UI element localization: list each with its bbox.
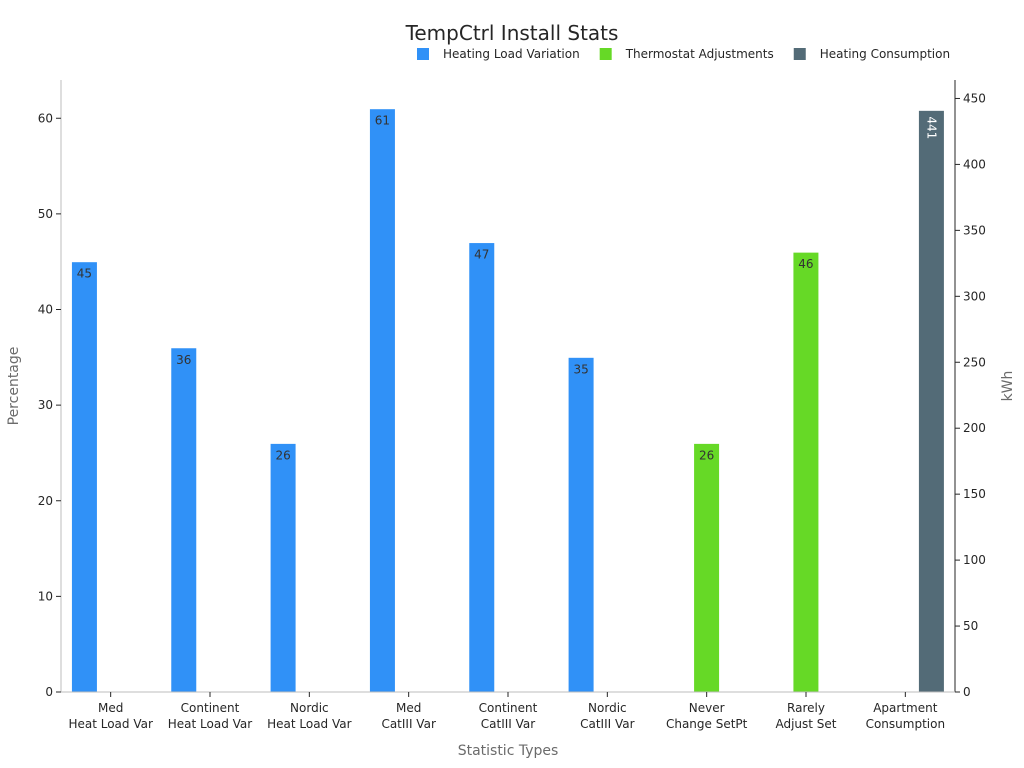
legend-swatch-heating-load-variation: [417, 48, 429, 60]
chart-title: TempCtrl Install Stats: [405, 21, 619, 45]
y-tick-label: 20: [38, 494, 53, 508]
bar-heating-load-variation: [269, 442, 297, 693]
bar-value-label: 441: [924, 116, 938, 139]
y2-tick-label: 300: [963, 289, 986, 303]
bar-value-label: 46: [798, 257, 813, 271]
legend-label-heating-load-variation: Heating Load Variation: [443, 47, 580, 61]
bar-heating-load-variation: [70, 261, 98, 693]
y2-tick-label: 400: [963, 157, 986, 171]
y-tick-label: 60: [38, 111, 53, 125]
legend-label-thermostat-adjustments: Thermostat Adjustments: [625, 47, 774, 61]
x-tick-label: Never Change SetPt: [666, 701, 748, 731]
y2-axis-ticks: 0 50 100 150 200 250 300 350 400 450: [955, 91, 986, 699]
bar-heating-load-variation: [368, 108, 396, 693]
bar-heating-load-variation: [170, 347, 198, 693]
bar-heating-load-variation: [567, 356, 595, 693]
y-tick-label: 30: [38, 398, 53, 412]
legend-label-heating-consumption: Heating Consumption: [820, 47, 950, 61]
bar-labels: 45 36 26 61 47 35 26 46 441: [77, 114, 939, 463]
x-tick-label: Nordic CatIII Var: [580, 701, 635, 731]
y-tick-label: 10: [38, 589, 53, 603]
x-axis-title: Statistic Types: [458, 743, 559, 759]
legend-swatch-thermostat-adjustments: [599, 48, 612, 60]
x-tick-label: Apartment Consumption: [866, 701, 945, 731]
bar-thermostat-adjustments: [792, 251, 820, 693]
x-tick-label: Med CatIII Var: [381, 701, 436, 731]
y-axis-title: Percentage: [6, 347, 22, 426]
y2-tick-label: 50: [963, 619, 978, 633]
bar-value-label: 36: [176, 353, 191, 367]
bar-value-label: 47: [474, 248, 489, 262]
y2-tick-label: 350: [963, 223, 986, 237]
x-tick-label: Continent CatIII Var: [479, 701, 538, 731]
y-tick-label: 40: [38, 303, 53, 317]
bar-value-label: 61: [375, 114, 390, 128]
y2-tick-label: 450: [963, 91, 986, 105]
x-tick-label: Med Heat Load Var: [68, 701, 153, 731]
x-axis-ticks: Med Heat Load Var Continent Heat Load Var No…: [68, 692, 945, 731]
legend: Heating Load Variation Thermostat Adjustm…: [417, 47, 950, 61]
x-tick-label: Rarely Adjust Set: [775, 701, 836, 731]
y2-tick-label: 100: [963, 553, 986, 567]
bar-value-label: 26: [275, 448, 290, 462]
y-tick-label: 0: [45, 685, 53, 699]
bar-value-label: 45: [77, 267, 92, 281]
y-axis-ticks: 0 10 20 30 40 50 60: [38, 111, 61, 699]
y2-tick-label: 200: [963, 421, 986, 435]
bar-heating-consumption: [917, 109, 945, 693]
legend-swatch-heating-consumption: [793, 48, 806, 60]
x-tick-label: Continent Heat Load Var: [168, 701, 253, 731]
y-tick-label: 50: [38, 207, 53, 221]
bar-value-label: 35: [573, 362, 588, 376]
x-tick-label: Nordic Heat Load Var: [267, 701, 352, 731]
y2-axis-title: kWh: [1000, 371, 1016, 402]
bars: [70, 108, 945, 693]
bar-heating-load-variation: [468, 242, 496, 693]
bar-value-label: 26: [699, 448, 714, 462]
y2-tick-label: 250: [963, 355, 986, 369]
y2-tick-label: 0: [963, 685, 971, 699]
bar-thermostat-adjustments: [693, 442, 721, 693]
y2-tick-label: 150: [963, 487, 986, 501]
